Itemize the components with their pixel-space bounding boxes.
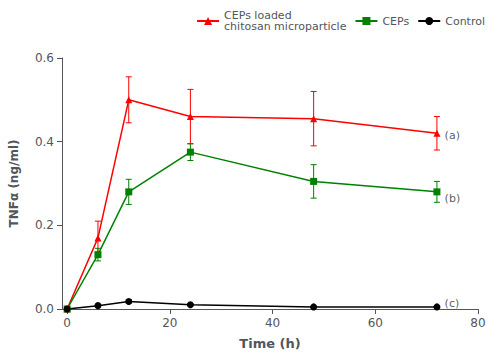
- svg-text:Time (h): Time (h): [239, 336, 300, 351]
- svg-text:(a): (a): [445, 129, 460, 142]
- svg-text:TNFα (ng/ml): TNFα (ng/ml): [7, 140, 21, 228]
- svg-text:0: 0: [63, 316, 71, 330]
- svg-text:0.2: 0.2: [35, 218, 54, 232]
- svg-text:CEPs: CEPs: [382, 15, 409, 28]
- svg-text:(b): (b): [445, 192, 461, 205]
- svg-text:20: 20: [162, 316, 177, 330]
- svg-text:60: 60: [368, 316, 383, 330]
- svg-text:40: 40: [265, 316, 280, 330]
- svg-text:0.0: 0.0: [35, 302, 54, 316]
- svg-text:0.4: 0.4: [35, 135, 54, 149]
- svg-text:(c): (c): [445, 297, 460, 310]
- svg-text:chitosan microparticle: chitosan microparticle: [224, 20, 347, 33]
- svg-text:Control: Control: [445, 15, 485, 28]
- svg-text:0.6: 0.6: [35, 51, 54, 65]
- svg-text:CEPs loaded: CEPs loaded: [224, 9, 292, 22]
- svg-text:80: 80: [470, 316, 485, 330]
